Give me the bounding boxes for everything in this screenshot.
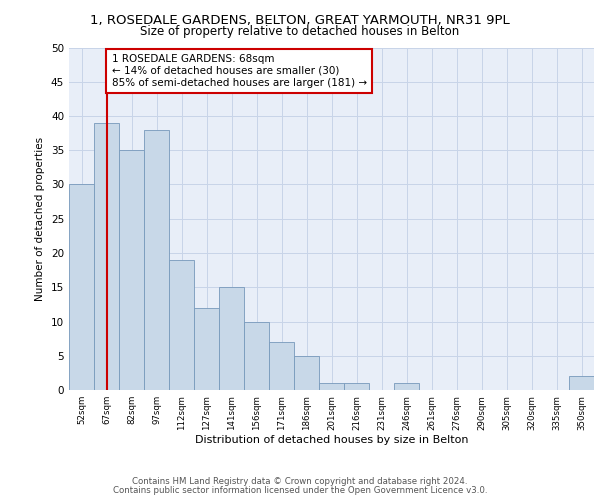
- Text: Contains public sector information licensed under the Open Government Licence v3: Contains public sector information licen…: [113, 486, 487, 495]
- Bar: [69, 184, 94, 390]
- Bar: [294, 356, 319, 390]
- Bar: [119, 150, 144, 390]
- Bar: [344, 383, 369, 390]
- Text: 1, ROSEDALE GARDENS, BELTON, GREAT YARMOUTH, NR31 9PL: 1, ROSEDALE GARDENS, BELTON, GREAT YARMO…: [90, 14, 510, 27]
- Bar: [319, 383, 344, 390]
- Y-axis label: Number of detached properties: Number of detached properties: [35, 136, 46, 301]
- X-axis label: Distribution of detached houses by size in Belton: Distribution of detached houses by size …: [195, 436, 468, 446]
- Bar: [244, 322, 269, 390]
- Bar: [144, 130, 169, 390]
- Bar: [569, 376, 594, 390]
- Text: 1 ROSEDALE GARDENS: 68sqm
← 14% of detached houses are smaller (30)
85% of semi-: 1 ROSEDALE GARDENS: 68sqm ← 14% of detac…: [112, 54, 367, 88]
- Bar: [269, 342, 294, 390]
- Bar: [219, 287, 244, 390]
- Bar: [394, 383, 419, 390]
- Bar: [194, 308, 219, 390]
- Bar: [169, 260, 194, 390]
- Text: Size of property relative to detached houses in Belton: Size of property relative to detached ho…: [140, 25, 460, 38]
- Bar: [94, 123, 119, 390]
- Text: Contains HM Land Registry data © Crown copyright and database right 2024.: Contains HM Land Registry data © Crown c…: [132, 477, 468, 486]
